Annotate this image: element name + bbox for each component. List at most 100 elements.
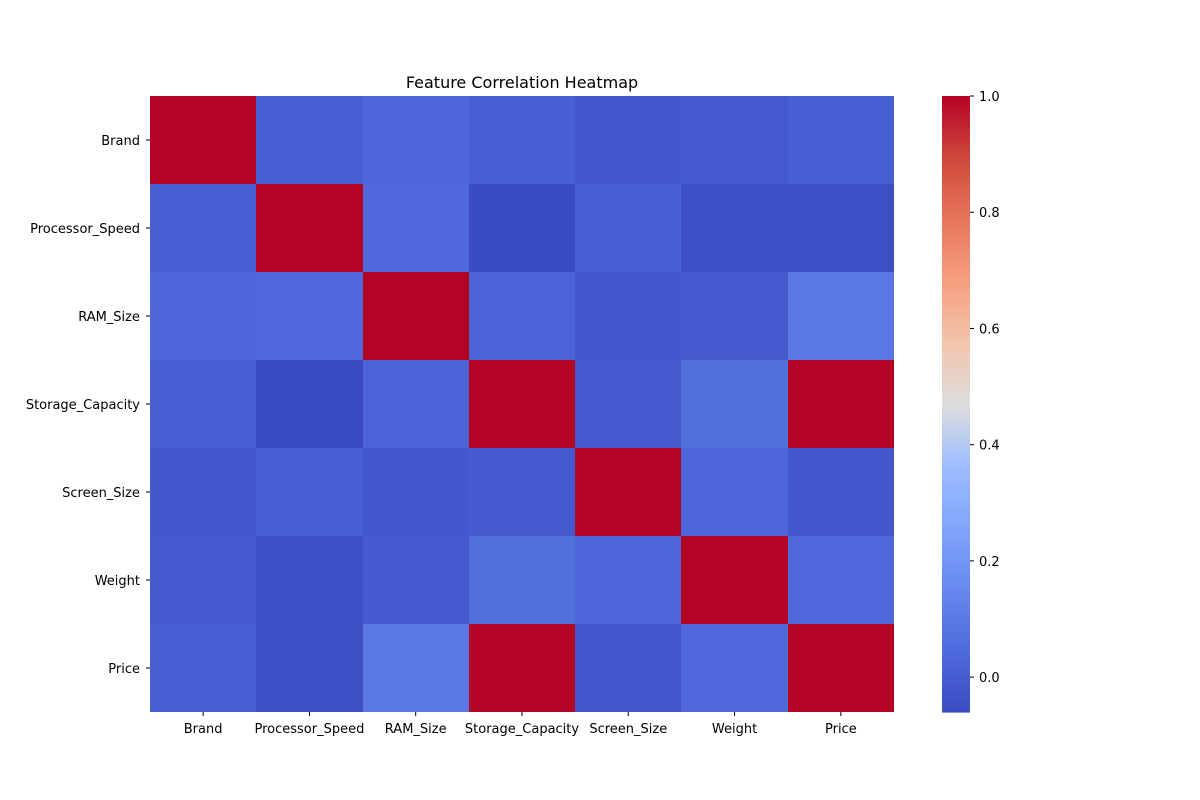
colorbar-segment [942, 678, 970, 682]
colorbar-segment [942, 548, 970, 553]
colorbar-segment [942, 410, 970, 414]
colorbar-segment [942, 219, 970, 223]
colorbar-segment [942, 203, 970, 208]
colorbar-segment [942, 320, 970, 325]
heatmap-cell [575, 272, 681, 360]
heatmap-cell [469, 536, 575, 624]
colorbar-segment [942, 524, 970, 528]
colorbar-segment [942, 173, 970, 177]
colorbar-segment [942, 191, 970, 196]
colorbar-segment [942, 434, 970, 439]
colorbar-segment [942, 665, 970, 670]
colorbar-segment [942, 450, 970, 454]
colorbar-segment [942, 111, 970, 116]
colorbar-segment [942, 96, 970, 100]
y-tick-label: Storage_Capacity [26, 398, 140, 413]
colorbar-segment [942, 474, 970, 479]
colorbar-segment [942, 564, 970, 568]
colorbar-segment [942, 521, 970, 525]
heatmap-cell [256, 624, 363, 712]
colorbar-segment [942, 360, 970, 365]
colorbar-segment [942, 437, 970, 442]
colorbar-segment [942, 234, 970, 239]
heatmap-cell [256, 96, 363, 184]
colorbar-segment [942, 530, 970, 534]
colorbar-segment [942, 444, 970, 448]
colorbar-segment [942, 367, 970, 371]
colorbar-segment [942, 148, 970, 153]
colorbar-segment [942, 484, 970, 488]
colorbar-segment [942, 209, 970, 214]
colorbar-segment [942, 179, 970, 183]
heatmap-cell [150, 184, 256, 272]
colorbar-segment [942, 262, 970, 266]
heatmap-cell [788, 536, 894, 624]
colorbar-segment [942, 222, 970, 226]
colorbar-segment [942, 231, 970, 236]
colorbar-segment [942, 490, 970, 494]
colorbar-segment [942, 293, 970, 297]
colorbar-segment [942, 582, 970, 587]
colorbar-segment [942, 413, 970, 417]
colorbar-segment [942, 342, 970, 347]
colorbar-segment [942, 216, 970, 220]
colorbar-segment [942, 567, 970, 571]
colorbar-segment [942, 188, 970, 193]
colorbar-segment [942, 265, 970, 270]
heatmap-cell [256, 536, 363, 624]
colorbar-segment [942, 638, 970, 642]
colorbar-segment [942, 659, 970, 664]
colorbar-segment [942, 357, 970, 362]
colorbar-segment [942, 579, 970, 584]
heatmap-cell [788, 624, 894, 712]
colorbar-segment [942, 314, 970, 319]
heatmap-cell [363, 96, 469, 184]
colorbar-segment [942, 656, 970, 661]
colorbar-segment [942, 317, 970, 322]
colorbar-segment [942, 385, 970, 390]
colorbar-segment [942, 182, 970, 186]
colorbar-segment [942, 517, 970, 522]
colorbar-segment [942, 598, 970, 602]
colorbar-segment [942, 286, 970, 291]
colorbar-segment [942, 440, 970, 445]
colorbar-segment [942, 176, 970, 180]
colorbar-segment [942, 699, 970, 704]
colorbar-segment [942, 296, 970, 300]
colorbar-segment [942, 631, 970, 636]
colorbar-segment [942, 585, 970, 590]
colorbar-segment [942, 253, 970, 257]
colorbar-segment [942, 397, 970, 402]
x-tick-label: RAM_Size [385, 722, 447, 737]
colorbar-segment [942, 105, 970, 109]
colorbar-segment [942, 200, 970, 205]
colorbar-segment [942, 684, 970, 688]
colorbar-segment [942, 129, 970, 134]
colorbar-segment [942, 539, 970, 544]
heatmap-cell [788, 272, 894, 360]
colorbar-segment [942, 400, 970, 405]
y-axis-ticks: Brand Processor_Speed RAM_Size Storage_Capa… [26, 134, 150, 677]
colorbar-segment [942, 554, 970, 559]
colorbar-segment [942, 653, 970, 658]
colorbar-segment [942, 277, 970, 282]
colorbar-segment [942, 604, 970, 608]
heatmap-cell [469, 448, 575, 536]
colorbar-segment [942, 213, 970, 217]
colorbar-segment [942, 477, 970, 482]
colorbar-segment [942, 456, 970, 461]
colorbar-segment [942, 237, 970, 242]
heatmap-cell [681, 272, 788, 360]
colorbar-segment [942, 419, 970, 424]
colorbar-segment [942, 126, 970, 131]
y-tick-label: RAM_Size [78, 310, 140, 325]
colorbar-segment [942, 594, 970, 599]
x-tick-label: Processor_Speed [254, 722, 364, 737]
colorbar-segment [942, 607, 970, 611]
heatmap-cell [150, 536, 256, 624]
heatmap-cell [150, 272, 256, 360]
colorbar-segment [942, 388, 970, 393]
colorbar-segment [942, 145, 970, 149]
heatmap-cell [363, 448, 469, 536]
heatmap-cell [788, 448, 894, 536]
